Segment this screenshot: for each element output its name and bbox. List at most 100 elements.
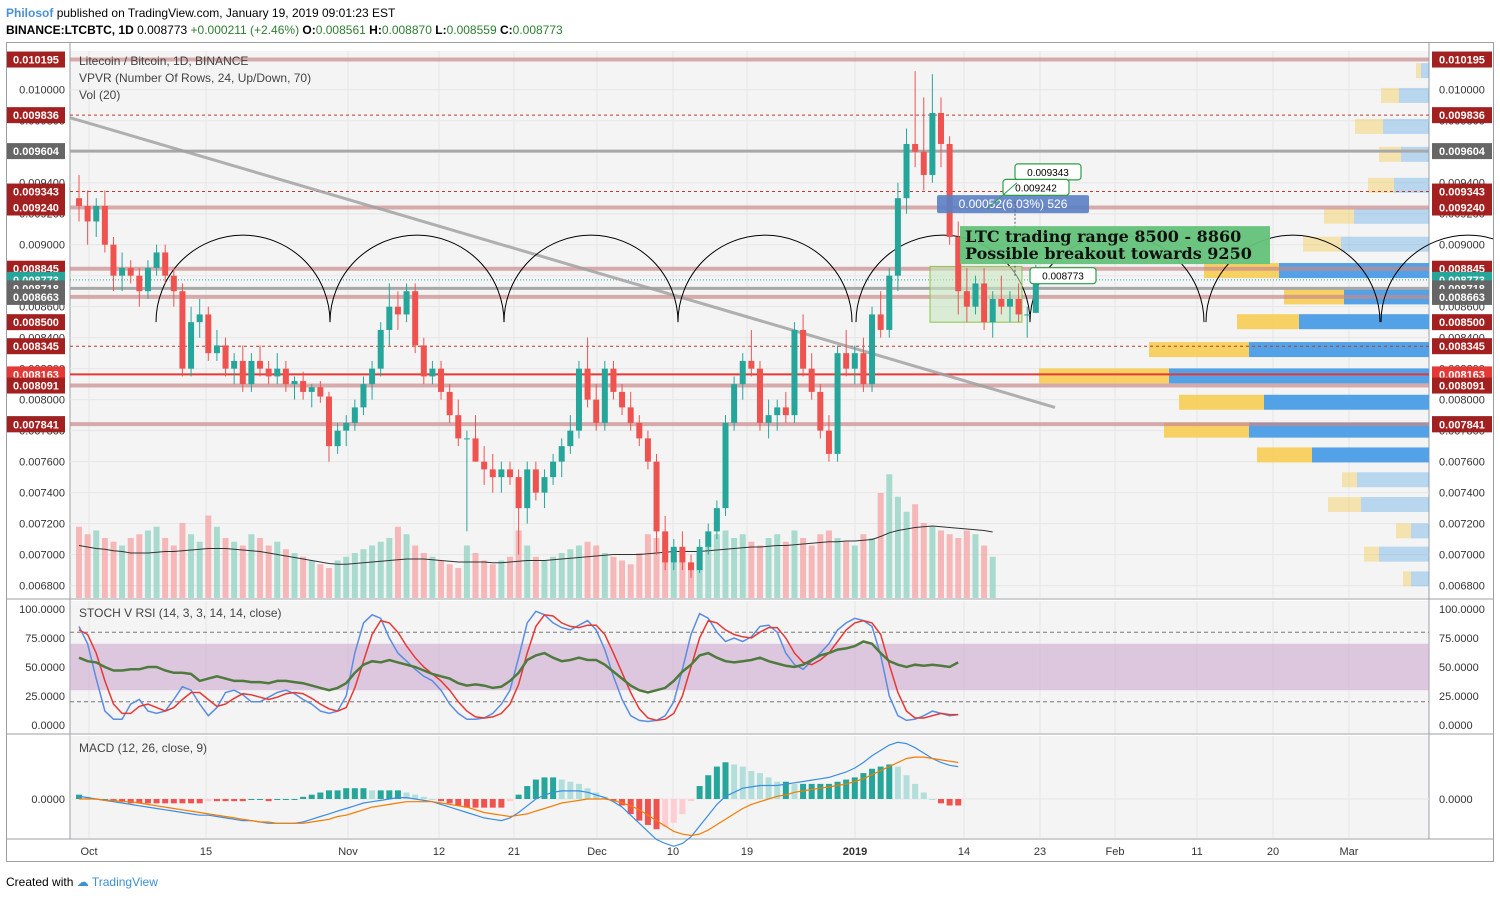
volume-bar [748,541,755,598]
macd-histogram-bar [550,777,557,799]
macd-histogram-bar [532,779,539,799]
candle-body [351,407,358,423]
volume-bar [894,496,901,598]
price-tag-right-bg [1432,51,1492,68]
candle-body [731,384,738,423]
stoch-tick-left: 0.0000 [31,720,65,732]
candle-body [300,381,307,392]
chart-canvas[interactable]: Oct 15 Nov 12 21 Dec 10 19 2019 14 23 Feb 11 20 Mar 0.0… [7,43,1493,861]
volume-bar [282,549,289,598]
candle-body [670,546,677,563]
volume-bar [196,541,203,598]
candle-body [886,275,893,330]
candle-body [463,438,470,440]
candle-body [489,469,496,478]
price-tag-left-bg [7,416,65,433]
candle-body [1006,298,1013,307]
author-link[interactable]: Philosof [6,6,54,20]
macd-histogram-bar [920,792,927,799]
candle-body [756,368,763,423]
volume-bar [756,545,763,598]
macd-histogram-bar [325,790,332,799]
vpvr-up-bar [1416,63,1421,79]
macd-histogram-bar [317,792,324,799]
stoch-title: STOCH V RSI (14, 3, 3, 14, 14, close) [79,606,282,620]
macd-histogram-bar [489,799,496,808]
macd-histogram-bar [308,794,315,799]
volume-bar [412,545,419,598]
candle-body [455,415,462,439]
chart-frame[interactable]: Oct 15 Nov 12 21 Dec 10 19 2019 14 23 Feb 11 20 Mar 0.0… [6,42,1494,862]
macd-histogram-bar [231,799,238,802]
indicator-vol-label: Vol (20) [79,88,120,102]
price-tag-right-bg [1432,338,1492,355]
candle-body [136,275,143,292]
candle-body [998,298,1005,307]
macd-histogram-bar [222,799,229,802]
volume-bar [731,538,738,598]
volume-bar [265,545,272,598]
volume-bar [429,556,436,598]
stoch-d-line [78,613,959,722]
candle-body [817,391,824,431]
macd-signal-line [79,756,959,837]
stoch-tick-right: 50.0000 [1439,662,1479,674]
candle-body [593,399,600,423]
price-tag-right: 0.008345 [1439,341,1485,353]
indicator-vpvr-label: VPVR (Number Of Rows, 24, Up/Down, 70) [79,71,311,85]
candle-body [825,430,832,454]
price-tag-right-bg [1432,107,1492,124]
stoch-tick-left: 50.0000 [25,662,65,674]
macd-histogram-bar [351,788,358,799]
volume-bar [110,541,117,598]
candle-body [903,143,910,199]
price-tag-right: 0.009836 [1439,110,1485,122]
y-tick-label-right: 0.008000 [1439,395,1485,407]
volume-bar [739,534,746,598]
candle-body [93,205,100,222]
vpvr-up-bar [1164,422,1249,438]
candle-body [222,345,229,369]
macd-histogram-bar [929,799,936,800]
macd-histogram-bar [808,783,815,799]
candle-body [567,430,574,447]
volume-bar [782,541,789,598]
tradingview-link[interactable]: TradingView [91,875,158,889]
candle-body [369,368,376,385]
candle-body [153,252,160,268]
candle-body [481,461,488,470]
candle-body [688,562,695,571]
price-tag-right-bg [1432,199,1492,216]
macd-histogram-bar [369,790,376,799]
vpvr-down-bar [1394,177,1429,193]
macd-histogram-bar [619,799,626,806]
volume-bar [438,560,445,598]
volume-bar [386,538,393,598]
macd-histogram-bar [817,783,824,799]
volume-bar [446,564,453,598]
close-label: C: [499,23,513,37]
macd-histogram-bar [394,790,401,799]
macd-histogram-bar [662,799,669,828]
macd-histogram-bar [679,799,686,815]
candle-body [860,353,867,385]
price-tag-right: 0.009343 [1439,187,1485,199]
x-tick-label: 14 [958,846,970,858]
candle-body [989,298,996,323]
vpvr-down-bar [1411,523,1429,539]
volume-bar [817,534,824,598]
volume-bar [929,526,936,598]
stoch-band [70,643,1429,691]
macd-tick-left: 0.0000 [31,794,65,806]
volume-bar [800,538,807,598]
volume-bar [670,556,677,598]
volume-bar [550,556,557,598]
macd-histogram-bar [791,783,798,799]
macd-histogram-bar [739,766,746,799]
vpvr-up-bar [1257,447,1312,463]
macd-histogram-bar [851,777,858,799]
volume-bar [955,538,962,598]
y-tick-label-left: 0.006800 [19,581,65,593]
price-tag-right: 0.010195 [1439,55,1485,67]
vpvr-up-bar [1355,118,1383,134]
